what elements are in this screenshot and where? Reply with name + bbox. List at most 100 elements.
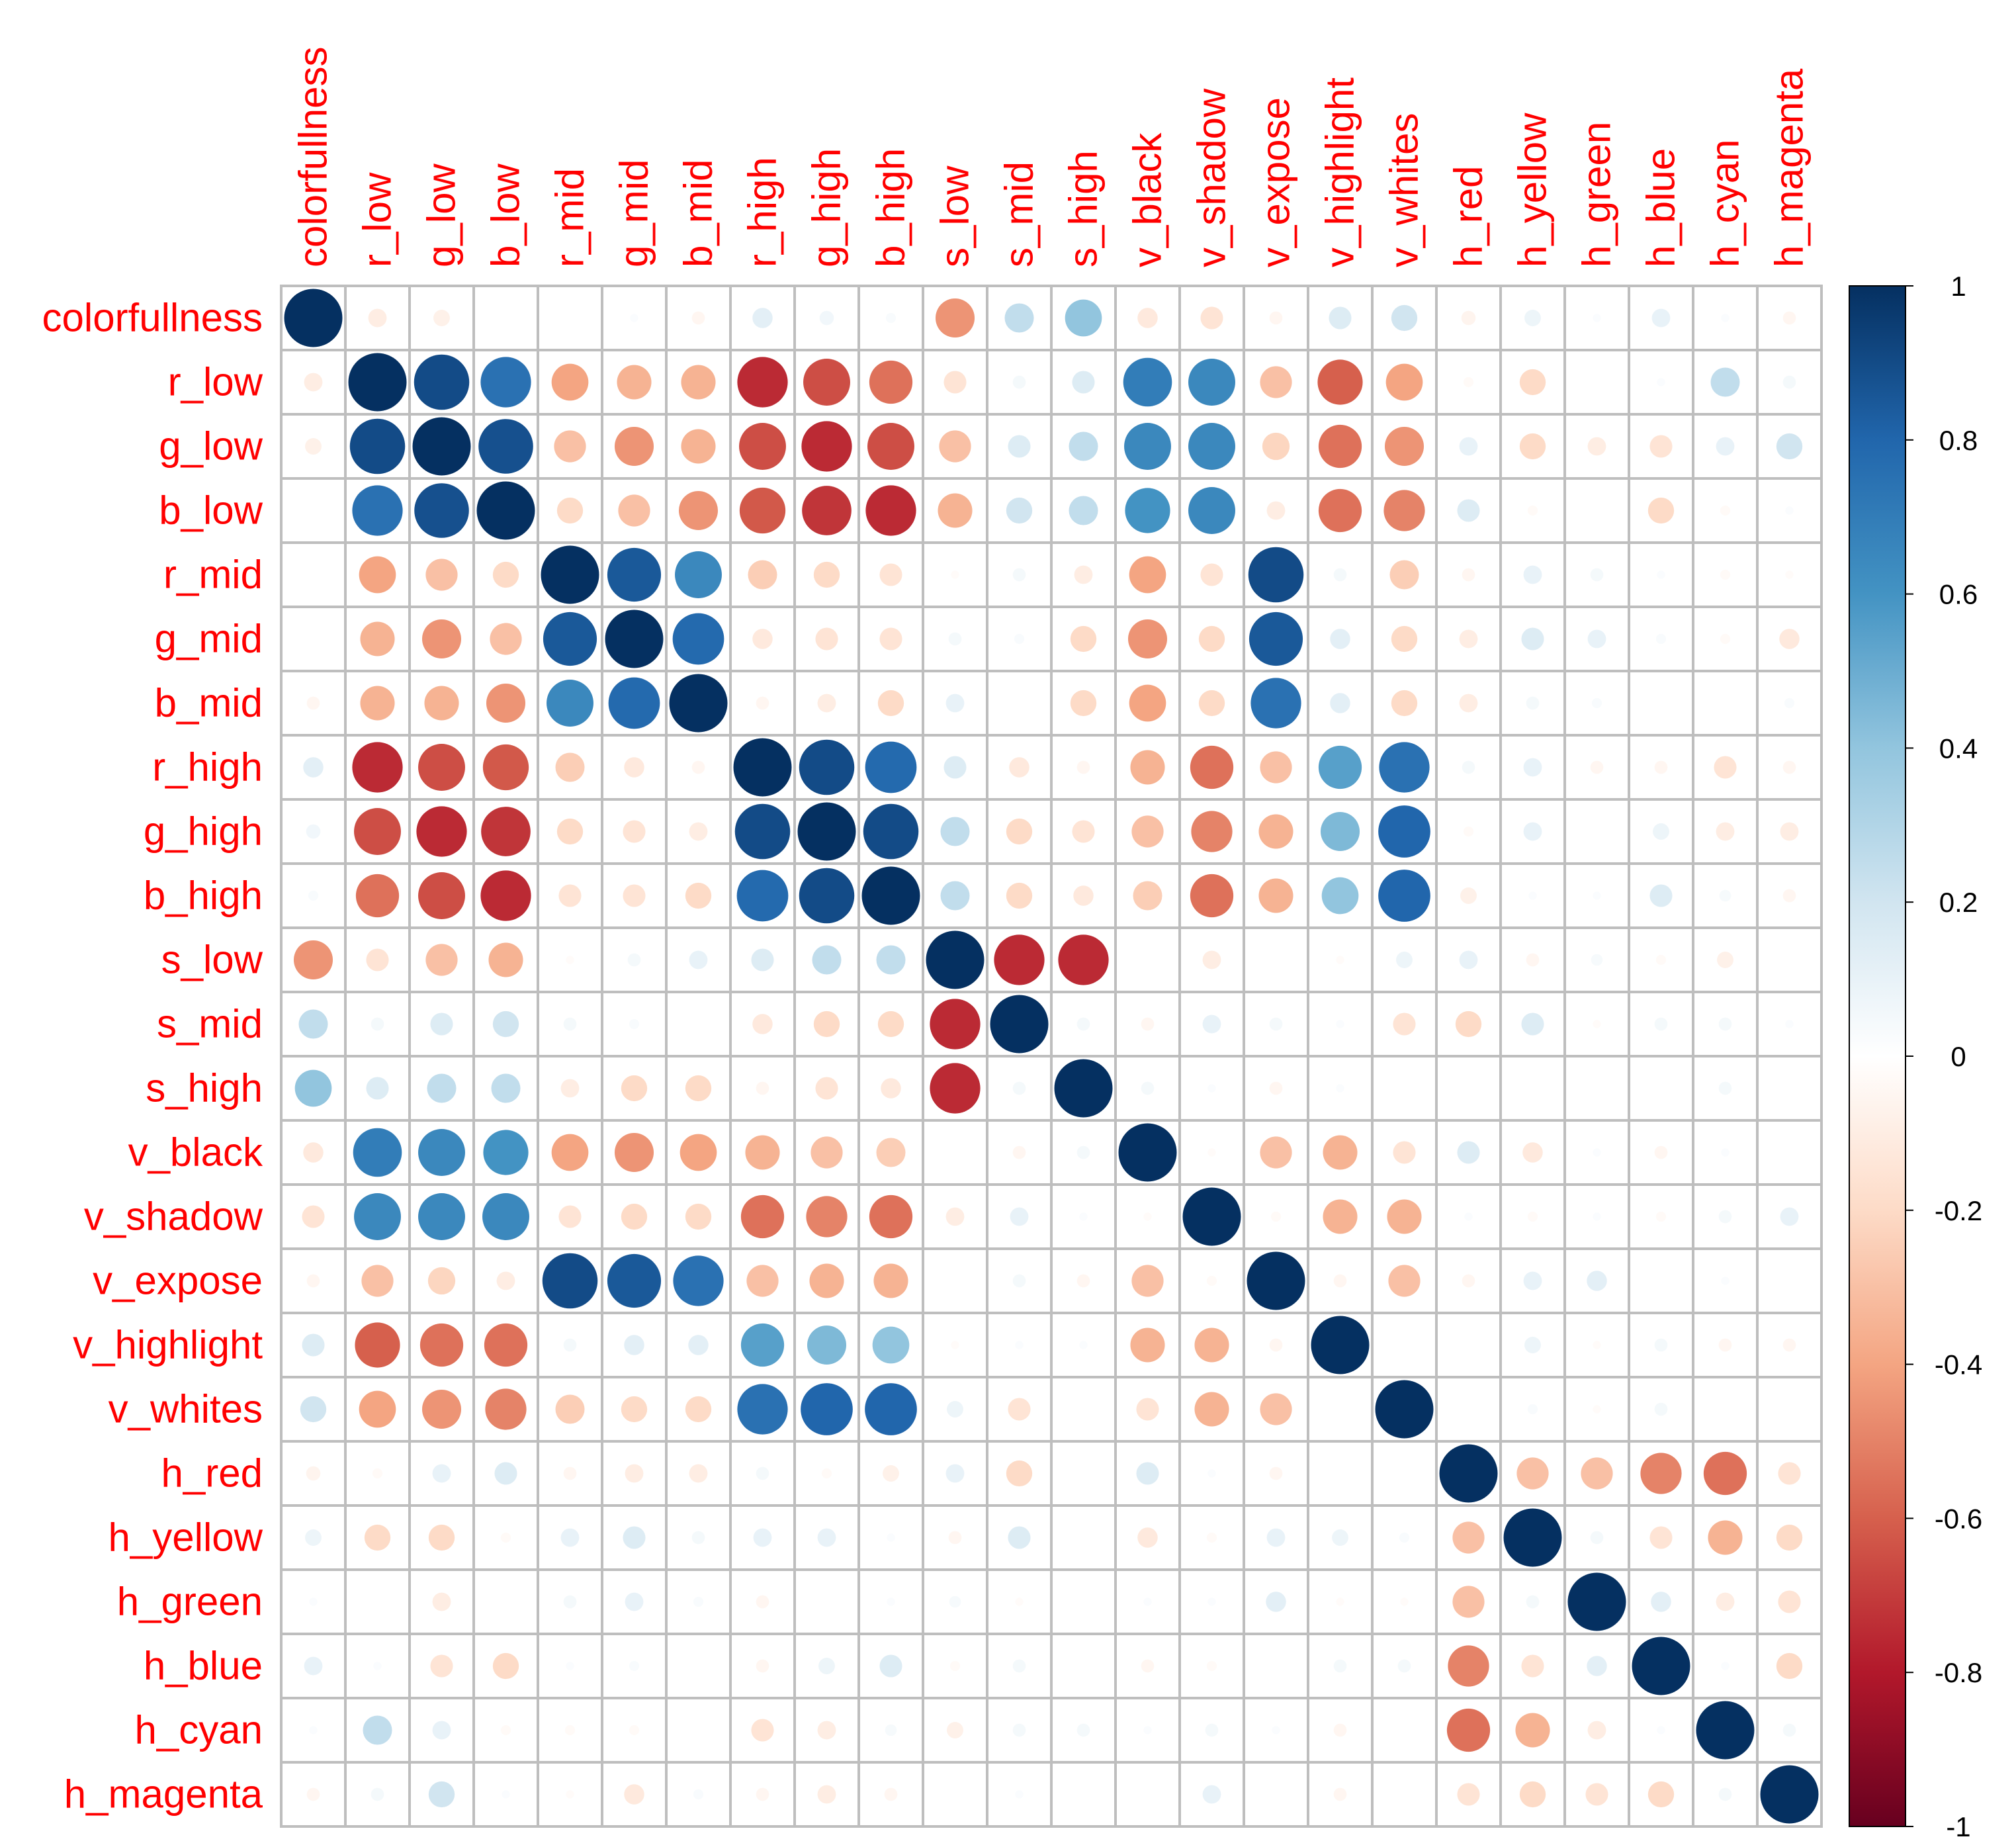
correlation-circle bbox=[887, 1533, 895, 1542]
correlation-circle bbox=[756, 1466, 769, 1480]
correlation-circle bbox=[617, 365, 652, 400]
correlation-circle bbox=[1721, 1662, 1730, 1670]
correlation-circle bbox=[294, 1069, 332, 1107]
correlation-circle bbox=[432, 1721, 451, 1740]
correlation-circle bbox=[1457, 1783, 1480, 1806]
correlation-circle bbox=[309, 1726, 318, 1734]
correlation-circle bbox=[877, 1011, 904, 1038]
correlation-circle bbox=[1778, 1462, 1801, 1485]
correlation-circle bbox=[1718, 1338, 1732, 1352]
correlation-circle bbox=[1590, 568, 1604, 582]
colorbar-tick-label: -1 bbox=[1946, 1811, 1970, 1842]
matrix-cell bbox=[793, 1312, 860, 1378]
correlation-circle bbox=[1074, 565, 1093, 584]
correlation-circle bbox=[1004, 303, 1034, 333]
correlation-circle bbox=[1318, 424, 1362, 469]
correlation-circle bbox=[432, 1592, 451, 1611]
correlation-circle bbox=[691, 311, 705, 325]
correlation-circle bbox=[425, 944, 458, 976]
correlation-circle bbox=[817, 1721, 836, 1740]
matrix-cell bbox=[1756, 1247, 1823, 1314]
correlation-circle bbox=[1718, 1081, 1732, 1095]
correlation-circle bbox=[1076, 1274, 1090, 1288]
correlation-circle bbox=[1785, 1020, 1794, 1028]
correlation-circle bbox=[1524, 1337, 1541, 1353]
correlation-circle bbox=[945, 1207, 965, 1226]
correlation-circle bbox=[994, 934, 1045, 985]
correlation-circle bbox=[488, 942, 523, 977]
correlation-circle bbox=[799, 739, 855, 795]
column-label: g_high bbox=[805, 148, 849, 267]
correlation-circle bbox=[1206, 1660, 1217, 1672]
correlation-circle bbox=[1323, 1199, 1358, 1234]
correlation-circle bbox=[1207, 1084, 1216, 1093]
correlation-circle bbox=[949, 1660, 961, 1672]
correlation-circle bbox=[887, 1598, 895, 1606]
correlation-circle bbox=[1202, 950, 1221, 969]
correlation-circle bbox=[876, 945, 906, 975]
correlation-circle bbox=[1655, 1211, 1667, 1222]
correlation-circle bbox=[1200, 563, 1223, 586]
correlation-circle bbox=[418, 1193, 465, 1240]
matrix-cell bbox=[665, 1697, 732, 1764]
correlation-circle bbox=[1141, 1017, 1155, 1031]
correlation-circle bbox=[1260, 751, 1292, 784]
column-label: v_black bbox=[1125, 132, 1170, 267]
correlation-circle bbox=[1523, 758, 1542, 777]
correlation-circle bbox=[756, 1787, 769, 1801]
correlation-circle bbox=[1143, 1598, 1152, 1606]
correlation-circle bbox=[879, 627, 902, 651]
matrix-cell bbox=[1692, 1376, 1759, 1443]
correlation-circle bbox=[1079, 1212, 1088, 1221]
correlation-circle bbox=[877, 690, 904, 717]
correlation-circle bbox=[1457, 1141, 1480, 1164]
correlation-circle bbox=[1258, 878, 1293, 913]
correlation-circle bbox=[418, 872, 465, 919]
correlation-circle bbox=[1785, 506, 1794, 515]
correlation-circle bbox=[1718, 1210, 1732, 1224]
correlation-circle bbox=[1012, 1659, 1026, 1673]
correlation-circle bbox=[1391, 690, 1418, 717]
matrix-cell bbox=[1371, 1183, 1438, 1250]
row-label: v_highlight bbox=[73, 1323, 263, 1367]
matrix-cell bbox=[986, 1504, 1053, 1571]
correlation-circle bbox=[607, 547, 662, 602]
row-labels: colorfullness r_low g_low b_low r_mid g_mid b_… bbox=[42, 296, 264, 1817]
correlation-circle bbox=[1716, 1592, 1735, 1611]
correlation-circle bbox=[555, 1394, 585, 1424]
correlation-circle bbox=[1388, 1265, 1421, 1297]
matrix-cell bbox=[472, 285, 539, 351]
correlation-circle bbox=[1076, 760, 1090, 774]
correlation-circle bbox=[1206, 1532, 1217, 1543]
matrix-cell bbox=[1050, 1568, 1117, 1635]
correlation-circle bbox=[1515, 1713, 1550, 1748]
correlation-circle bbox=[482, 1193, 529, 1240]
correlation-circle bbox=[752, 308, 773, 328]
correlation-circle bbox=[302, 1333, 325, 1357]
correlation-circle bbox=[926, 930, 985, 989]
row-label: s_low bbox=[161, 938, 263, 982]
matrix-cell bbox=[1307, 1440, 1374, 1507]
correlation-circle bbox=[1125, 488, 1170, 533]
matrix-cell bbox=[1050, 1376, 1117, 1443]
correlation-circle bbox=[480, 357, 531, 408]
correlation-circle bbox=[1330, 693, 1350, 713]
correlation-circle bbox=[560, 1528, 580, 1547]
correlation-circle bbox=[740, 1323, 785, 1367]
correlation-circle bbox=[818, 1658, 835, 1674]
correlation-circle bbox=[815, 1077, 838, 1100]
matrix-cell bbox=[1371, 1440, 1438, 1507]
correlation-circle bbox=[756, 696, 769, 710]
correlation-circle bbox=[872, 1326, 910, 1364]
correlation-circle bbox=[947, 1401, 963, 1418]
correlation-circle bbox=[303, 757, 324, 778]
correlation-circle bbox=[1131, 815, 1164, 848]
correlation-circle bbox=[799, 868, 855, 924]
correlation-circle bbox=[363, 1715, 392, 1745]
correlation-circle bbox=[302, 1205, 325, 1228]
correlation-circle bbox=[1012, 1723, 1026, 1737]
correlation-circle bbox=[1776, 433, 1803, 460]
correlation-circle bbox=[1207, 1469, 1216, 1478]
matrix-cell bbox=[1243, 926, 1309, 993]
correlation-circle bbox=[1632, 1637, 1690, 1695]
